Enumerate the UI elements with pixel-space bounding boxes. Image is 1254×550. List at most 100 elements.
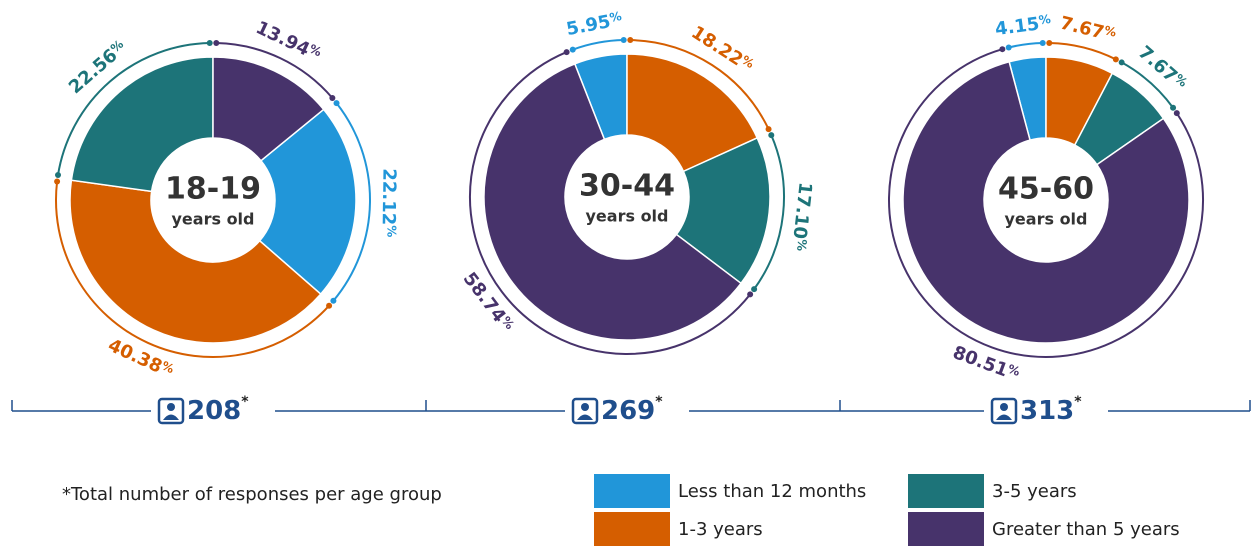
value-label-number: 80.51: [950, 342, 1011, 381]
legend-label: 3-5 years: [992, 481, 1077, 502]
value-label: 22.56%: [65, 37, 131, 98]
legend-label: Less than 12 months: [678, 481, 866, 502]
value-label-unit: %: [795, 238, 810, 252]
value-label: 18.22%: [687, 22, 757, 77]
arc-dot: [1170, 104, 1177, 111]
arc-dot: [751, 286, 758, 293]
value-label-number: 18.22: [687, 22, 746, 70]
count-number: 313: [1020, 396, 1074, 426]
arc-dot: [747, 291, 754, 298]
response-count: 313*: [1020, 394, 1082, 426]
center-hole: [984, 138, 1108, 262]
arc-dot: [1118, 59, 1125, 66]
person-icon: [990, 397, 1018, 425]
center-subtitle: years old: [1005, 210, 1088, 229]
response-count: 269*: [601, 394, 663, 426]
value-label-number: 40.38: [105, 335, 166, 378]
person-icon: [157, 397, 185, 425]
center-subtitle: years old: [586, 207, 669, 226]
count-note: *: [655, 394, 663, 410]
legend-label: Greater than 5 years: [992, 519, 1180, 540]
person-icon-head: [167, 403, 175, 411]
outline-arc: [469, 51, 751, 355]
arc-dot: [765, 126, 772, 133]
legend-label: 1-3 years: [678, 519, 763, 540]
person-icon-body: [577, 414, 593, 420]
value-label-unit: %: [1103, 23, 1118, 39]
count-note: *: [1074, 394, 1082, 410]
legend-swatch: [908, 512, 984, 546]
value-label: 22.12%: [377, 168, 400, 237]
value-label: 13.94%: [252, 17, 324, 66]
outline-arc: [888, 48, 1204, 358]
value-label-number: 17.10: [788, 181, 815, 240]
outline-arc: [55, 181, 330, 358]
arc-dot: [627, 37, 634, 44]
value-label-number: 4.15: [994, 13, 1041, 40]
outline-arc: [57, 42, 210, 176]
arc-dot: [1039, 40, 1046, 47]
arc-dot: [999, 46, 1006, 53]
arc-dot: [333, 100, 340, 107]
value-label-unit: %: [160, 358, 177, 376]
value-label: 40.38%: [105, 334, 177, 382]
outline-arc: [630, 39, 770, 130]
arc-dot: [54, 178, 61, 185]
outline-arc: [753, 134, 785, 290]
value-label-unit: %: [1038, 11, 1052, 26]
value-label-unit: %: [1006, 361, 1022, 378]
outline-arc: [1121, 61, 1174, 109]
person-icon-body: [996, 414, 1012, 420]
person-icon: [571, 397, 599, 425]
arc-dot: [1173, 110, 1180, 117]
value-label-number: 22.56: [65, 45, 122, 98]
value-label-number: 5.95: [565, 11, 613, 40]
arc-dot: [55, 171, 62, 178]
center-hole: [565, 135, 689, 259]
legend-swatch: [908, 474, 984, 508]
value-label: 7.67%: [1058, 12, 1118, 46]
count-number: 269: [601, 396, 655, 426]
outline-arc: [1049, 42, 1117, 61]
value-label: 5.95%: [565, 9, 624, 41]
person-icon-body: [163, 414, 179, 420]
outline-arc: [1008, 42, 1043, 49]
center-hole: [151, 138, 275, 262]
response-count: 208*: [187, 394, 249, 426]
arc-dot: [620, 37, 627, 44]
center-title: 45-60: [998, 172, 1094, 207]
value-label: 7.67%: [1134, 41, 1191, 94]
footnote: *Total number of responses per age group: [62, 484, 442, 505]
value-label: 4.15%: [994, 11, 1053, 40]
value-label-unit: %: [307, 41, 324, 59]
center-title: 30-44: [579, 169, 675, 204]
outline-arc: [572, 39, 624, 51]
arc-dot: [563, 49, 570, 56]
count-note: *: [241, 394, 249, 410]
value-label-unit: %: [385, 225, 399, 237]
arc-dot: [206, 40, 213, 47]
arc-dot: [1005, 44, 1012, 51]
legend-swatch: [594, 512, 670, 546]
outline-arc: [332, 102, 371, 302]
arc-dot: [1112, 56, 1119, 63]
arc-dot: [330, 297, 337, 304]
value-label: 17.10%: [787, 181, 816, 252]
person-icon-head: [1000, 403, 1008, 411]
count-number: 208: [187, 396, 241, 426]
arc-dot: [329, 95, 336, 102]
outline-arc: [216, 42, 334, 99]
value-label-number: 13.94: [252, 17, 312, 60]
arc-dot: [1046, 40, 1053, 47]
value-label-number: 22.12: [378, 168, 400, 225]
center-subtitle: years old: [172, 210, 255, 229]
legend-swatch: [594, 474, 670, 508]
value-label-unit: %: [608, 9, 622, 25]
person-icon-head: [581, 403, 589, 411]
arc-dot: [768, 132, 775, 139]
arc-dot: [213, 40, 220, 47]
arc-dot: [326, 302, 333, 309]
center-title: 18-19: [165, 172, 261, 207]
value-label-number: 58.74: [459, 269, 510, 327]
